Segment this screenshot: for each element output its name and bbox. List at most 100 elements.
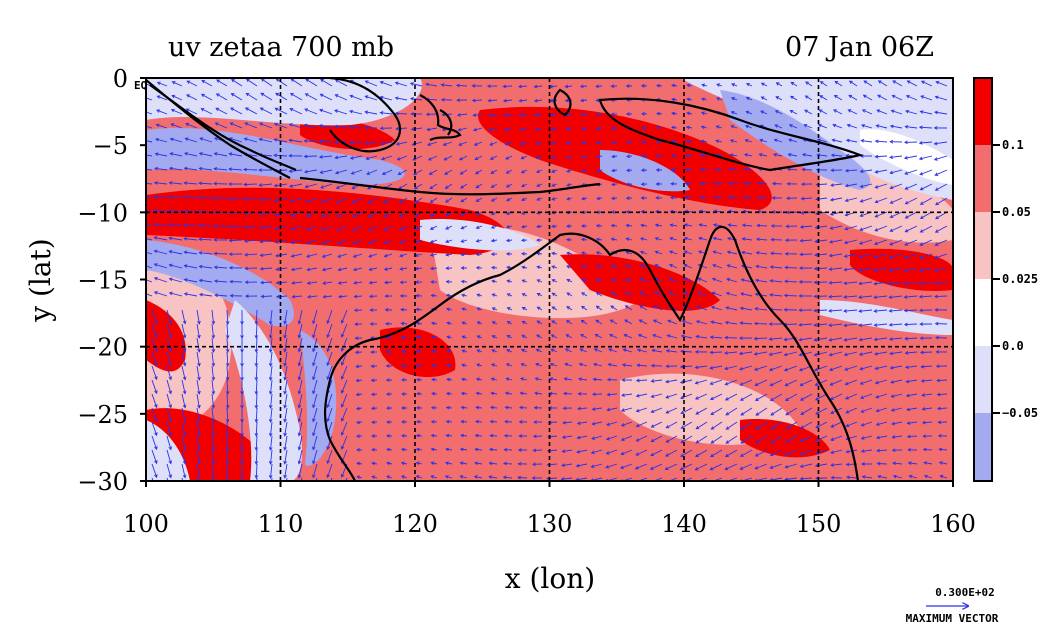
wind-vector: [349, 110, 363, 115]
wind-vector: [166, 365, 172, 380]
wind-vector-head: [740, 426, 745, 430]
wind-vector-head: [595, 264, 600, 269]
wind-vector: [214, 253, 228, 255]
wind-vector: [890, 211, 903, 218]
wind-vector-head: [610, 84, 615, 88]
wind-vector-head: [533, 420, 537, 424]
wind-vector-head: [546, 505, 549, 508]
wind-vector: [907, 435, 918, 438]
wind-vector-head: [695, 320, 700, 324]
wind-vector: [800, 449, 813, 455]
wind-vector-head: [848, 489, 851, 492]
wind-vector-head: [275, 280, 280, 285]
wind-vector: [460, 503, 467, 506]
colorbar-label: 0.05: [1002, 205, 1031, 219]
wind-vector: [770, 266, 783, 269]
wind-vector: [653, 319, 663, 325]
wind-vector: [154, 236, 168, 241]
wind-vector: [785, 379, 798, 386]
wind-vector-head: [260, 280, 264, 285]
wind-vector: [744, 168, 753, 171]
wind-vector: [211, 435, 215, 450]
wind-vector: [746, 111, 753, 115]
wind-vector-head: [904, 215, 909, 219]
wind-vector-head: [351, 200, 356, 204]
wind-vector: [685, 196, 693, 199]
wind-vector-head: [312, 446, 316, 451]
wind-vector-head: [183, 517, 186, 520]
wind-vector: [519, 406, 528, 409]
wind-vector: [327, 309, 333, 324]
wind-vector: [876, 421, 888, 426]
wind-vector: [226, 309, 229, 325]
wind-vector: [156, 124, 168, 129]
wind-vector-head: [415, 420, 420, 424]
wind-vector-head: [503, 503, 506, 506]
wind-vector-head: [475, 391, 480, 396]
wind-vector: [414, 183, 423, 190]
wind-vector: [829, 253, 843, 257]
wind-vector-head: [694, 506, 697, 509]
wind-vector: [244, 138, 258, 143]
wind-vector: [410, 98, 423, 101]
wind-vector: [785, 421, 798, 430]
wind-vector: [682, 320, 693, 325]
wind-vector: [874, 281, 888, 285]
wind-vector-head: [819, 95, 824, 99]
wind-vector: [876, 407, 888, 412]
wind-vector-head: [669, 223, 674, 227]
wind-vector: [312, 379, 318, 394]
wind-vector-head: [460, 239, 465, 243]
wind-vector-head: [503, 113, 508, 117]
wind-vector-head: [610, 112, 615, 116]
wind-vector: [305, 183, 318, 188]
vector-key-caption: MAXIMUM VECTOR: [906, 612, 999, 625]
wind-vector-head: [798, 294, 803, 298]
wind-vector: [491, 183, 498, 188]
wind-vector: [275, 107, 288, 115]
wind-vector: [829, 365, 843, 371]
wind-vector-head: [297, 446, 302, 451]
wind-vector-head: [695, 411, 700, 415]
wind-vector-head: [680, 410, 685, 415]
wind-vector-head: [460, 185, 464, 189]
wind-vector-head: [490, 184, 495, 188]
wind-vector-head: [709, 381, 714, 385]
wind-vector: [716, 125, 723, 129]
wind-vector-head: [640, 154, 645, 158]
wind-vector: [182, 492, 185, 506]
wind-vector: [445, 225, 453, 230]
wind-vector-head: [665, 453, 669, 457]
wind-vector: [425, 83, 438, 87]
wind-vector-head: [273, 153, 278, 158]
colorbar-segment: [974, 78, 992, 145]
plot-timestamp: 07 Jan 06Z: [785, 32, 934, 63]
wind-vector-head: [828, 352, 833, 357]
wind-vector: [244, 197, 258, 200]
wind-vector-head: [861, 462, 865, 466]
wind-vector-head: [875, 422, 880, 426]
wind-vector: [341, 323, 348, 338]
wind-vector-head: [941, 503, 944, 506]
wind-vector-head: [461, 321, 466, 325]
wind-vector: [715, 154, 723, 157]
wind-vector-head: [671, 111, 676, 116]
wind-vector: [773, 153, 783, 157]
wind-vector-head: [395, 142, 400, 146]
wind-vector-head: [846, 475, 850, 480]
wind-vector: [789, 124, 798, 129]
wind-vector-head: [905, 393, 910, 398]
wind-vector: [634, 506, 647, 508]
wind-vector-head: [352, 254, 357, 258]
wind-vector-head: [652, 319, 657, 323]
wind-vector: [844, 295, 858, 298]
wind-vector: [532, 505, 542, 506]
wind-vector-head: [904, 242, 909, 246]
wind-vector-head: [906, 80, 911, 84]
wind-vector-head: [828, 253, 833, 258]
wind-vector: [891, 393, 903, 398]
wind-vector: [710, 351, 723, 353]
wind-vector-head: [182, 474, 187, 479]
wind-vector-head: [874, 366, 879, 371]
wind-vector: [941, 503, 947, 506]
